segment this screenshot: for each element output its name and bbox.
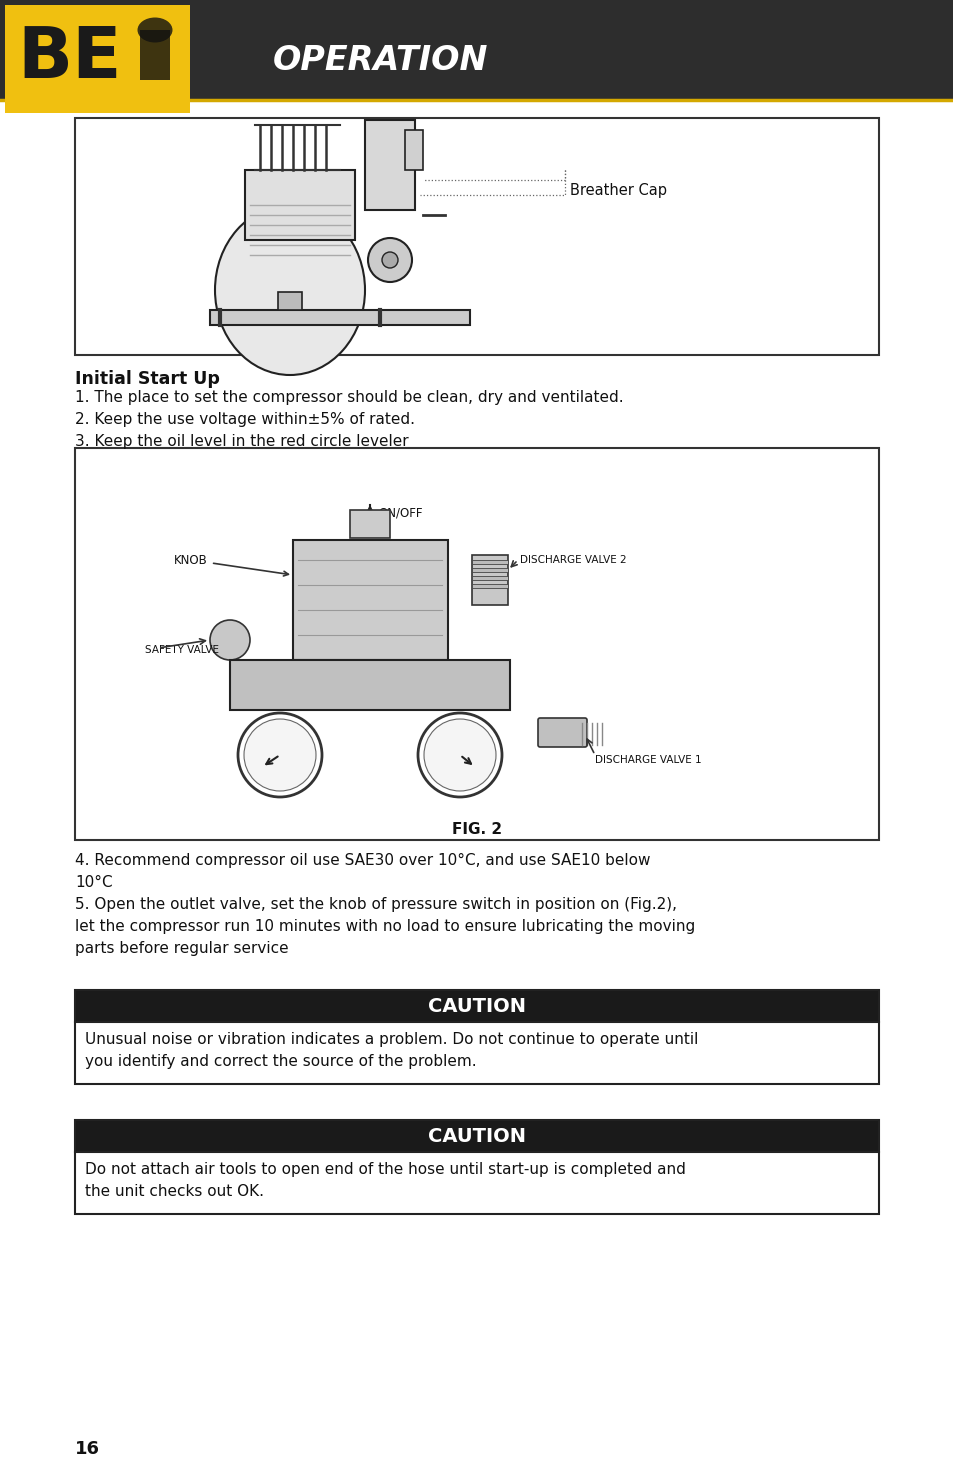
Bar bbox=[75, 990, 878, 1022]
Bar bbox=[75, 1120, 878, 1152]
Bar bbox=[472, 577, 507, 580]
Ellipse shape bbox=[137, 18, 172, 43]
Text: SAFETY VALVE: SAFETY VALVE bbox=[145, 645, 219, 655]
Text: parts before regular service: parts before regular service bbox=[75, 941, 289, 956]
Text: DISCHARGE VALVE 1: DISCHARGE VALVE 1 bbox=[595, 755, 700, 766]
Circle shape bbox=[368, 237, 412, 282]
Text: 4. Recommend compressor oil use SAE30 over 10°C, and use SAE10 below: 4. Recommend compressor oil use SAE30 ov… bbox=[75, 853, 650, 867]
Bar bbox=[472, 584, 507, 589]
Bar bbox=[210, 310, 470, 324]
Text: 2. Keep the use voltage within±5% of rated.: 2. Keep the use voltage within±5% of rat… bbox=[75, 412, 415, 426]
Circle shape bbox=[381, 252, 397, 268]
Text: DISCHARGE VALVE 2: DISCHARGE VALVE 2 bbox=[519, 555, 626, 565]
Text: Breather Cap: Breather Cap bbox=[569, 183, 666, 198]
Text: CAUTION: CAUTION bbox=[428, 997, 525, 1015]
Text: 16: 16 bbox=[75, 1440, 100, 1457]
Text: ON/OFF: ON/OFF bbox=[377, 506, 422, 519]
Bar bbox=[75, 1022, 878, 1084]
Bar bbox=[75, 1152, 878, 1214]
Bar bbox=[140, 30, 170, 80]
Bar bbox=[0, 0, 953, 100]
Text: KNOB: KNOB bbox=[174, 553, 288, 575]
Bar bbox=[293, 540, 448, 659]
Bar bbox=[350, 510, 390, 538]
Text: 5. Open the outlet valve, set the knob of pressure switch in position on (Fig.2): 5. Open the outlet valve, set the knob o… bbox=[75, 897, 677, 912]
Text: OPERATION: OPERATION bbox=[272, 43, 487, 77]
Bar bbox=[472, 555, 507, 605]
Bar bbox=[5, 4, 190, 114]
Circle shape bbox=[417, 712, 501, 796]
Text: FIG. 2: FIG. 2 bbox=[452, 822, 501, 836]
Bar bbox=[230, 659, 510, 709]
Ellipse shape bbox=[214, 205, 365, 375]
Text: let the compressor run 10 minutes with no load to ensure lubricating the moving: let the compressor run 10 minutes with n… bbox=[75, 919, 695, 934]
Text: 10°C: 10°C bbox=[75, 875, 112, 889]
Bar bbox=[75, 448, 878, 839]
Circle shape bbox=[210, 620, 250, 659]
Bar bbox=[75, 118, 878, 355]
Bar bbox=[405, 130, 422, 170]
Text: Unusual noise or vibration indicates a problem. Do not continue to operate until: Unusual noise or vibration indicates a p… bbox=[85, 1032, 698, 1069]
Text: 1. The place to set the compressor should be clean, dry and ventilated.: 1. The place to set the compressor shoul… bbox=[75, 389, 623, 406]
Text: BE: BE bbox=[18, 25, 122, 93]
Text: Do not attach air tools to open end of the hose until start-up is completed and
: Do not attach air tools to open end of t… bbox=[85, 1162, 685, 1199]
Circle shape bbox=[237, 712, 322, 796]
FancyBboxPatch shape bbox=[537, 718, 586, 746]
Bar bbox=[277, 292, 302, 310]
Bar bbox=[245, 170, 355, 240]
Circle shape bbox=[244, 718, 315, 791]
Text: CAUTION: CAUTION bbox=[428, 1127, 525, 1146]
Circle shape bbox=[423, 718, 496, 791]
Bar bbox=[365, 119, 415, 209]
Bar bbox=[472, 560, 507, 563]
Bar bbox=[472, 568, 507, 572]
Text: 3. Keep the oil level in the red circle leveler: 3. Keep the oil level in the red circle … bbox=[75, 434, 408, 448]
Text: Initial Start Up: Initial Start Up bbox=[75, 370, 219, 388]
